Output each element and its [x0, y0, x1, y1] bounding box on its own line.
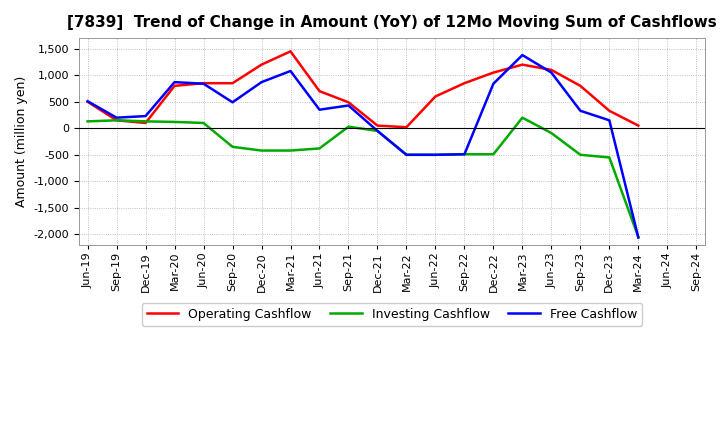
Free Cashflow — [373, 128, 382, 134]
Investing Cashflow — [141, 119, 150, 124]
Investing Cashflow — [460, 152, 469, 157]
Investing Cashflow — [344, 124, 353, 129]
Investing Cashflow — [112, 117, 121, 123]
Operating Cashflow — [431, 94, 440, 99]
Free Cashflow — [547, 70, 556, 75]
Operating Cashflow — [576, 83, 585, 88]
Free Cashflow — [431, 152, 440, 158]
Investing Cashflow — [84, 119, 92, 124]
Y-axis label: Amount (million yen): Amount (million yen) — [15, 76, 28, 207]
Investing Cashflow — [373, 128, 382, 134]
Line: Free Cashflow: Free Cashflow — [88, 55, 639, 238]
Operating Cashflow — [344, 99, 353, 105]
Investing Cashflow — [431, 152, 440, 158]
Title: [7839]  Trend of Change in Amount (YoY) of 12Mo Moving Sum of Cashflows: [7839] Trend of Change in Amount (YoY) o… — [67, 15, 717, 30]
Operating Cashflow — [373, 123, 382, 128]
Investing Cashflow — [518, 115, 527, 120]
Line: Investing Cashflow: Investing Cashflow — [88, 117, 639, 237]
Free Cashflow — [228, 99, 237, 105]
Free Cashflow — [576, 108, 585, 114]
Investing Cashflow — [228, 144, 237, 150]
Operating Cashflow — [634, 123, 643, 128]
Free Cashflow — [605, 117, 613, 123]
Operating Cashflow — [170, 83, 179, 88]
Investing Cashflow — [402, 152, 411, 158]
Operating Cashflow — [228, 81, 237, 86]
Line: Operating Cashflow: Operating Cashflow — [88, 51, 639, 127]
Operating Cashflow — [460, 81, 469, 86]
Free Cashflow — [257, 80, 266, 85]
Investing Cashflow — [286, 148, 294, 153]
Operating Cashflow — [315, 88, 324, 94]
Free Cashflow — [286, 68, 294, 73]
Free Cashflow — [518, 52, 527, 58]
Operating Cashflow — [257, 62, 266, 67]
Free Cashflow — [315, 107, 324, 112]
Investing Cashflow — [170, 119, 179, 125]
Operating Cashflow — [547, 67, 556, 73]
Legend: Operating Cashflow, Investing Cashflow, Free Cashflow: Operating Cashflow, Investing Cashflow, … — [142, 303, 642, 326]
Investing Cashflow — [605, 155, 613, 160]
Investing Cashflow — [199, 120, 208, 125]
Free Cashflow — [460, 152, 469, 157]
Free Cashflow — [170, 80, 179, 85]
Investing Cashflow — [547, 130, 556, 136]
Investing Cashflow — [489, 152, 498, 157]
Investing Cashflow — [576, 152, 585, 158]
Operating Cashflow — [518, 62, 527, 67]
Investing Cashflow — [634, 235, 643, 240]
Free Cashflow — [489, 81, 498, 86]
Operating Cashflow — [141, 120, 150, 125]
Free Cashflow — [344, 103, 353, 108]
Operating Cashflow — [286, 49, 294, 54]
Free Cashflow — [634, 235, 643, 240]
Free Cashflow — [112, 115, 121, 120]
Operating Cashflow — [199, 81, 208, 86]
Operating Cashflow — [112, 117, 121, 123]
Free Cashflow — [84, 99, 92, 104]
Operating Cashflow — [489, 70, 498, 75]
Operating Cashflow — [84, 99, 92, 104]
Operating Cashflow — [402, 125, 411, 130]
Free Cashflow — [141, 114, 150, 119]
Free Cashflow — [199, 81, 208, 86]
Investing Cashflow — [315, 146, 324, 151]
Investing Cashflow — [257, 148, 266, 153]
Operating Cashflow — [605, 108, 613, 114]
Free Cashflow — [402, 152, 411, 158]
